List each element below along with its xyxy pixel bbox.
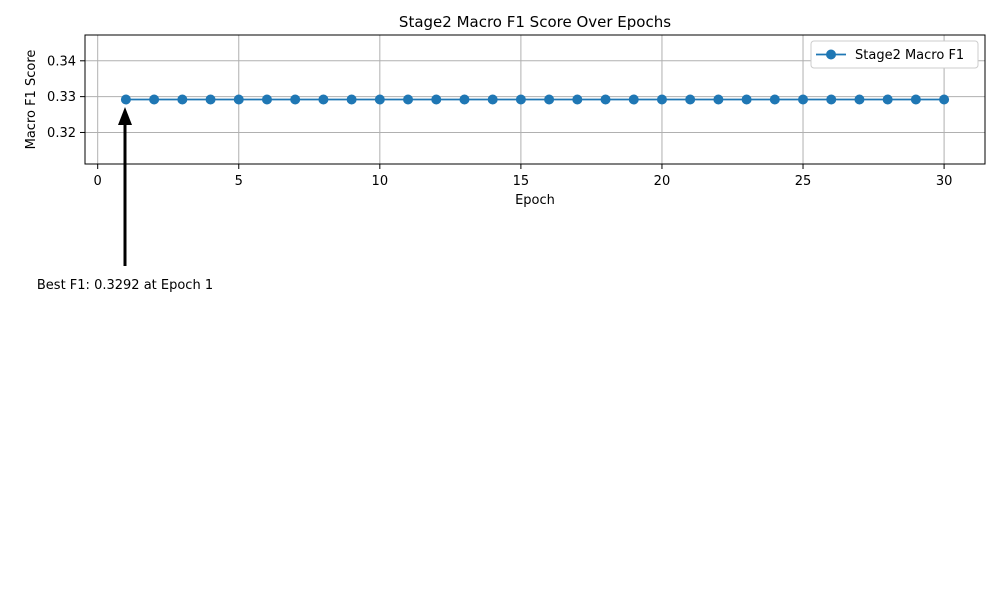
y-axis-label: Macro F1 Score [24,50,39,150]
data-point [910,94,921,105]
data-point [939,94,950,105]
legend: Stage2 Macro F1 [810,40,979,69]
x-tick-label: 0 [94,174,102,189]
data-point [628,94,639,105]
data-point [261,94,272,105]
data-point [120,94,131,105]
data-point [346,94,357,105]
data-point [318,94,329,105]
data-point [374,94,385,105]
x-tick-label: 20 [654,174,671,189]
x-axis-label: Epoch [515,193,555,208]
annotation-text: Best F1: 0.3292 at Epoch 1 [37,278,213,293]
x-tick-label: 25 [795,174,812,189]
data-point [403,94,414,105]
data-point [656,94,667,105]
data-point [713,94,724,105]
data-point [826,94,837,105]
data-point [600,94,611,105]
annotation-arrow-head [118,107,132,125]
data-point [882,94,893,105]
data-point [741,94,752,105]
data-point [290,94,301,105]
axis-ticks: 0 5 10 15 20 25 30 0.32 0.33 0.34 [47,54,952,189]
legend-label: Stage2 Macro F1 [855,48,964,63]
data-point [854,94,865,105]
data-point [515,94,526,105]
y-tick-label: 0.32 [47,126,76,141]
y-tick-label: 0.34 [47,54,76,69]
chart-title: Stage2 Macro F1 Score Over Epochs [399,13,671,31]
x-tick-label: 30 [936,174,953,189]
data-point [487,94,498,105]
data-point [572,94,583,105]
data-point [459,94,470,105]
x-tick-label: 5 [235,174,243,189]
plot-frame [84,34,986,165]
data-point [798,94,809,105]
data-point [149,94,160,105]
data-point [431,94,442,105]
series-layer [120,94,950,105]
y-tick-label: 0.33 [47,90,76,105]
data-point [769,94,780,105]
x-tick-label: 15 [513,174,530,189]
data-point [177,94,188,105]
data-point [205,94,216,105]
annotation: Best F1: 0.3292 at Epoch 1 [37,107,213,293]
legend-marker [826,49,836,60]
legend-box [810,40,979,69]
data-point [233,94,244,105]
x-tick-label: 10 [372,174,389,189]
data-point [544,94,555,105]
data-point [685,94,696,105]
